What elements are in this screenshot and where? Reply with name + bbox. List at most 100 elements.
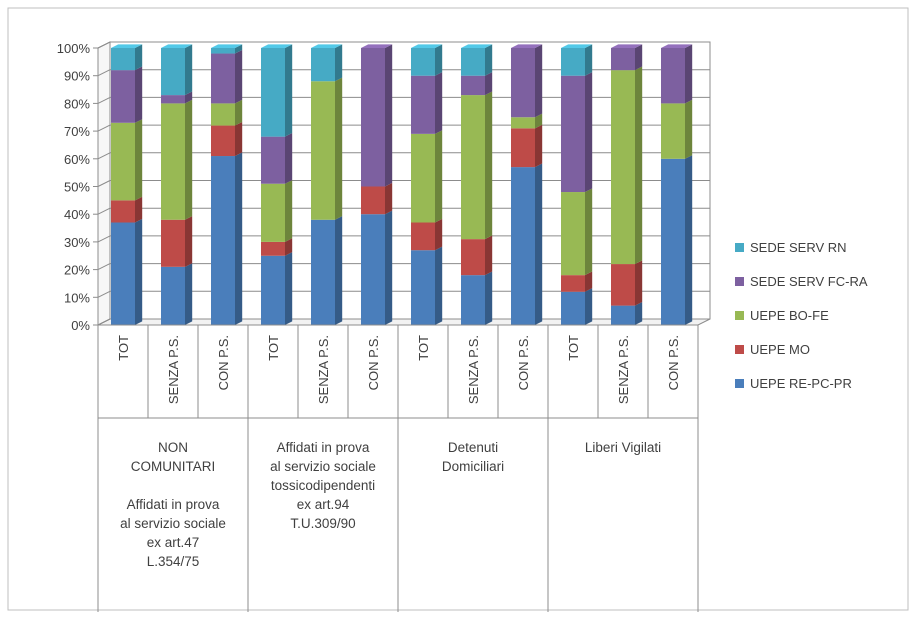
- bar-segment-side: [135, 196, 143, 223]
- bar-segment-side: [485, 44, 493, 76]
- bar-segment-side: [485, 235, 493, 276]
- x-axis: TOT SENZA P.S. CON P.S. TOT SENZA P.S. CON P.…: [97, 324, 699, 612]
- bar-segment-front: [161, 95, 185, 104]
- bar-segment: [361, 182, 393, 215]
- bar-segment-side: [285, 44, 293, 137]
- y-tick-label: 30%: [64, 235, 90, 250]
- bar-segment-front: [361, 186, 385, 215]
- bar-segment-side: [185, 99, 193, 220]
- bar-segment-front: [511, 128, 535, 168]
- gridline-diagonal: [97, 235, 111, 243]
- bar-segment-front: [361, 48, 385, 187]
- bar-segment: [161, 263, 193, 325]
- bar-segment-front: [161, 219, 185, 267]
- bar-segment: [611, 302, 643, 325]
- legend-swatch: [735, 277, 744, 286]
- bar-top: [461, 44, 493, 48]
- x-group-label: Detenuti Domiciliari: [442, 440, 504, 474]
- bar-segment-side: [435, 44, 443, 76]
- x-tick-label: SENZA P.S.: [166, 335, 181, 404]
- legend-swatch: [735, 311, 744, 320]
- gridlines: [97, 41, 710, 326]
- bar-segment-front: [511, 167, 535, 325]
- bar-segment-front: [561, 275, 585, 292]
- bar-segment: [411, 44, 443, 76]
- bar-segment-side: [585, 271, 593, 292]
- bar-segment-front: [561, 291, 585, 325]
- bar-segment: [211, 152, 243, 325]
- gridline-diagonal: [97, 69, 111, 77]
- bar-segment: [411, 246, 443, 325]
- bar-segment-side: [385, 182, 393, 215]
- bar-segment-front: [211, 125, 235, 157]
- bar-segment-front: [111, 222, 135, 325]
- bar-segment: [361, 44, 393, 187]
- x-tick-label: TOT: [416, 335, 431, 361]
- bar-segment: [461, 271, 493, 325]
- legend-item: UEPE RE-PC-PR: [735, 376, 852, 391]
- x-tick-label: CON P.S.: [516, 335, 531, 390]
- legend-item: UEPE BO-FE: [735, 308, 829, 323]
- bar-segment-side: [585, 44, 593, 76]
- bar-segment-side: [585, 72, 593, 193]
- bar-segment-side: [635, 260, 643, 306]
- bar-segment-front: [411, 222, 435, 251]
- bar-segment: [161, 216, 193, 267]
- bar-segment-front: [161, 48, 185, 96]
- bar-segment-front: [161, 266, 185, 325]
- x-tick-label: CON P.S.: [366, 335, 381, 390]
- gridline-diagonal: [97, 41, 111, 49]
- bar-segment: [111, 119, 143, 201]
- bar-segment-side: [135, 44, 143, 71]
- bar-segment: [311, 44, 343, 82]
- y-axis: 0% 10% 20% 30% 40% 50% 60% 70% 80% 90% 100%: [57, 41, 99, 333]
- bar-segment-side: [585, 288, 593, 325]
- bar-segment: [561, 72, 593, 193]
- bar-segment-front: [661, 103, 685, 159]
- x-group-label: Affidati in prova al servizio sociale toss…: [270, 440, 376, 531]
- bar-segment-side: [285, 133, 293, 184]
- legend: SEDE SERV RN SEDE SERV FC-RA UEPE BO-FE UEP…: [735, 240, 868, 391]
- bar-segment-front: [661, 48, 685, 104]
- bar-top: [311, 44, 343, 48]
- bar-segment-front: [211, 48, 235, 54]
- bar-top: [211, 44, 243, 48]
- legend-label: SEDE SERV RN: [750, 240, 847, 255]
- bar-segment: [211, 99, 243, 126]
- bar-segment-front: [411, 75, 435, 134]
- y-tick-label: 70%: [64, 124, 90, 139]
- x-group-label-line: NON: [158, 440, 188, 455]
- bar-segment-front: [561, 192, 585, 276]
- bar-segment-front: [211, 156, 235, 325]
- bar-segment-side: [335, 44, 343, 82]
- x-group-label-line: T.U.309/90: [290, 516, 355, 531]
- bar-segment: [461, 44, 493, 76]
- y-tick-label: 90%: [64, 69, 90, 84]
- bar-segment-front: [311, 48, 335, 82]
- legend-label: UEPE BO-FE: [750, 308, 829, 323]
- bar-segment: [661, 44, 693, 104]
- y-tick-label: 100%: [57, 41, 91, 56]
- bar-segment: [111, 66, 143, 123]
- x-group-label-line: al servizio sociale: [270, 459, 376, 474]
- gridline-diagonal: [97, 207, 111, 215]
- bar-segment-side: [635, 44, 643, 71]
- bar-segment: [161, 44, 193, 96]
- bar-segment-front: [111, 70, 135, 123]
- bar-segment-side: [535, 124, 543, 168]
- bar-segment: [411, 130, 443, 223]
- x-group-label-line: Affidati in prova: [127, 497, 220, 512]
- x-tick-label: TOT: [566, 335, 581, 361]
- x-tick-label: CON P.S.: [216, 335, 231, 390]
- bar-segment: [511, 124, 543, 168]
- bar-segment-front: [361, 214, 385, 325]
- legend-swatch: [735, 243, 744, 252]
- bar-segment-side: [285, 238, 293, 256]
- legend-label: UEPE RE-PC-PR: [750, 376, 852, 391]
- bar-segment-side: [535, 163, 543, 325]
- bar-segment: [261, 180, 293, 242]
- gridline-diagonal: [97, 318, 111, 326]
- bar-segment-front: [461, 239, 485, 276]
- x-group-label-line: al servizio sociale: [120, 516, 226, 531]
